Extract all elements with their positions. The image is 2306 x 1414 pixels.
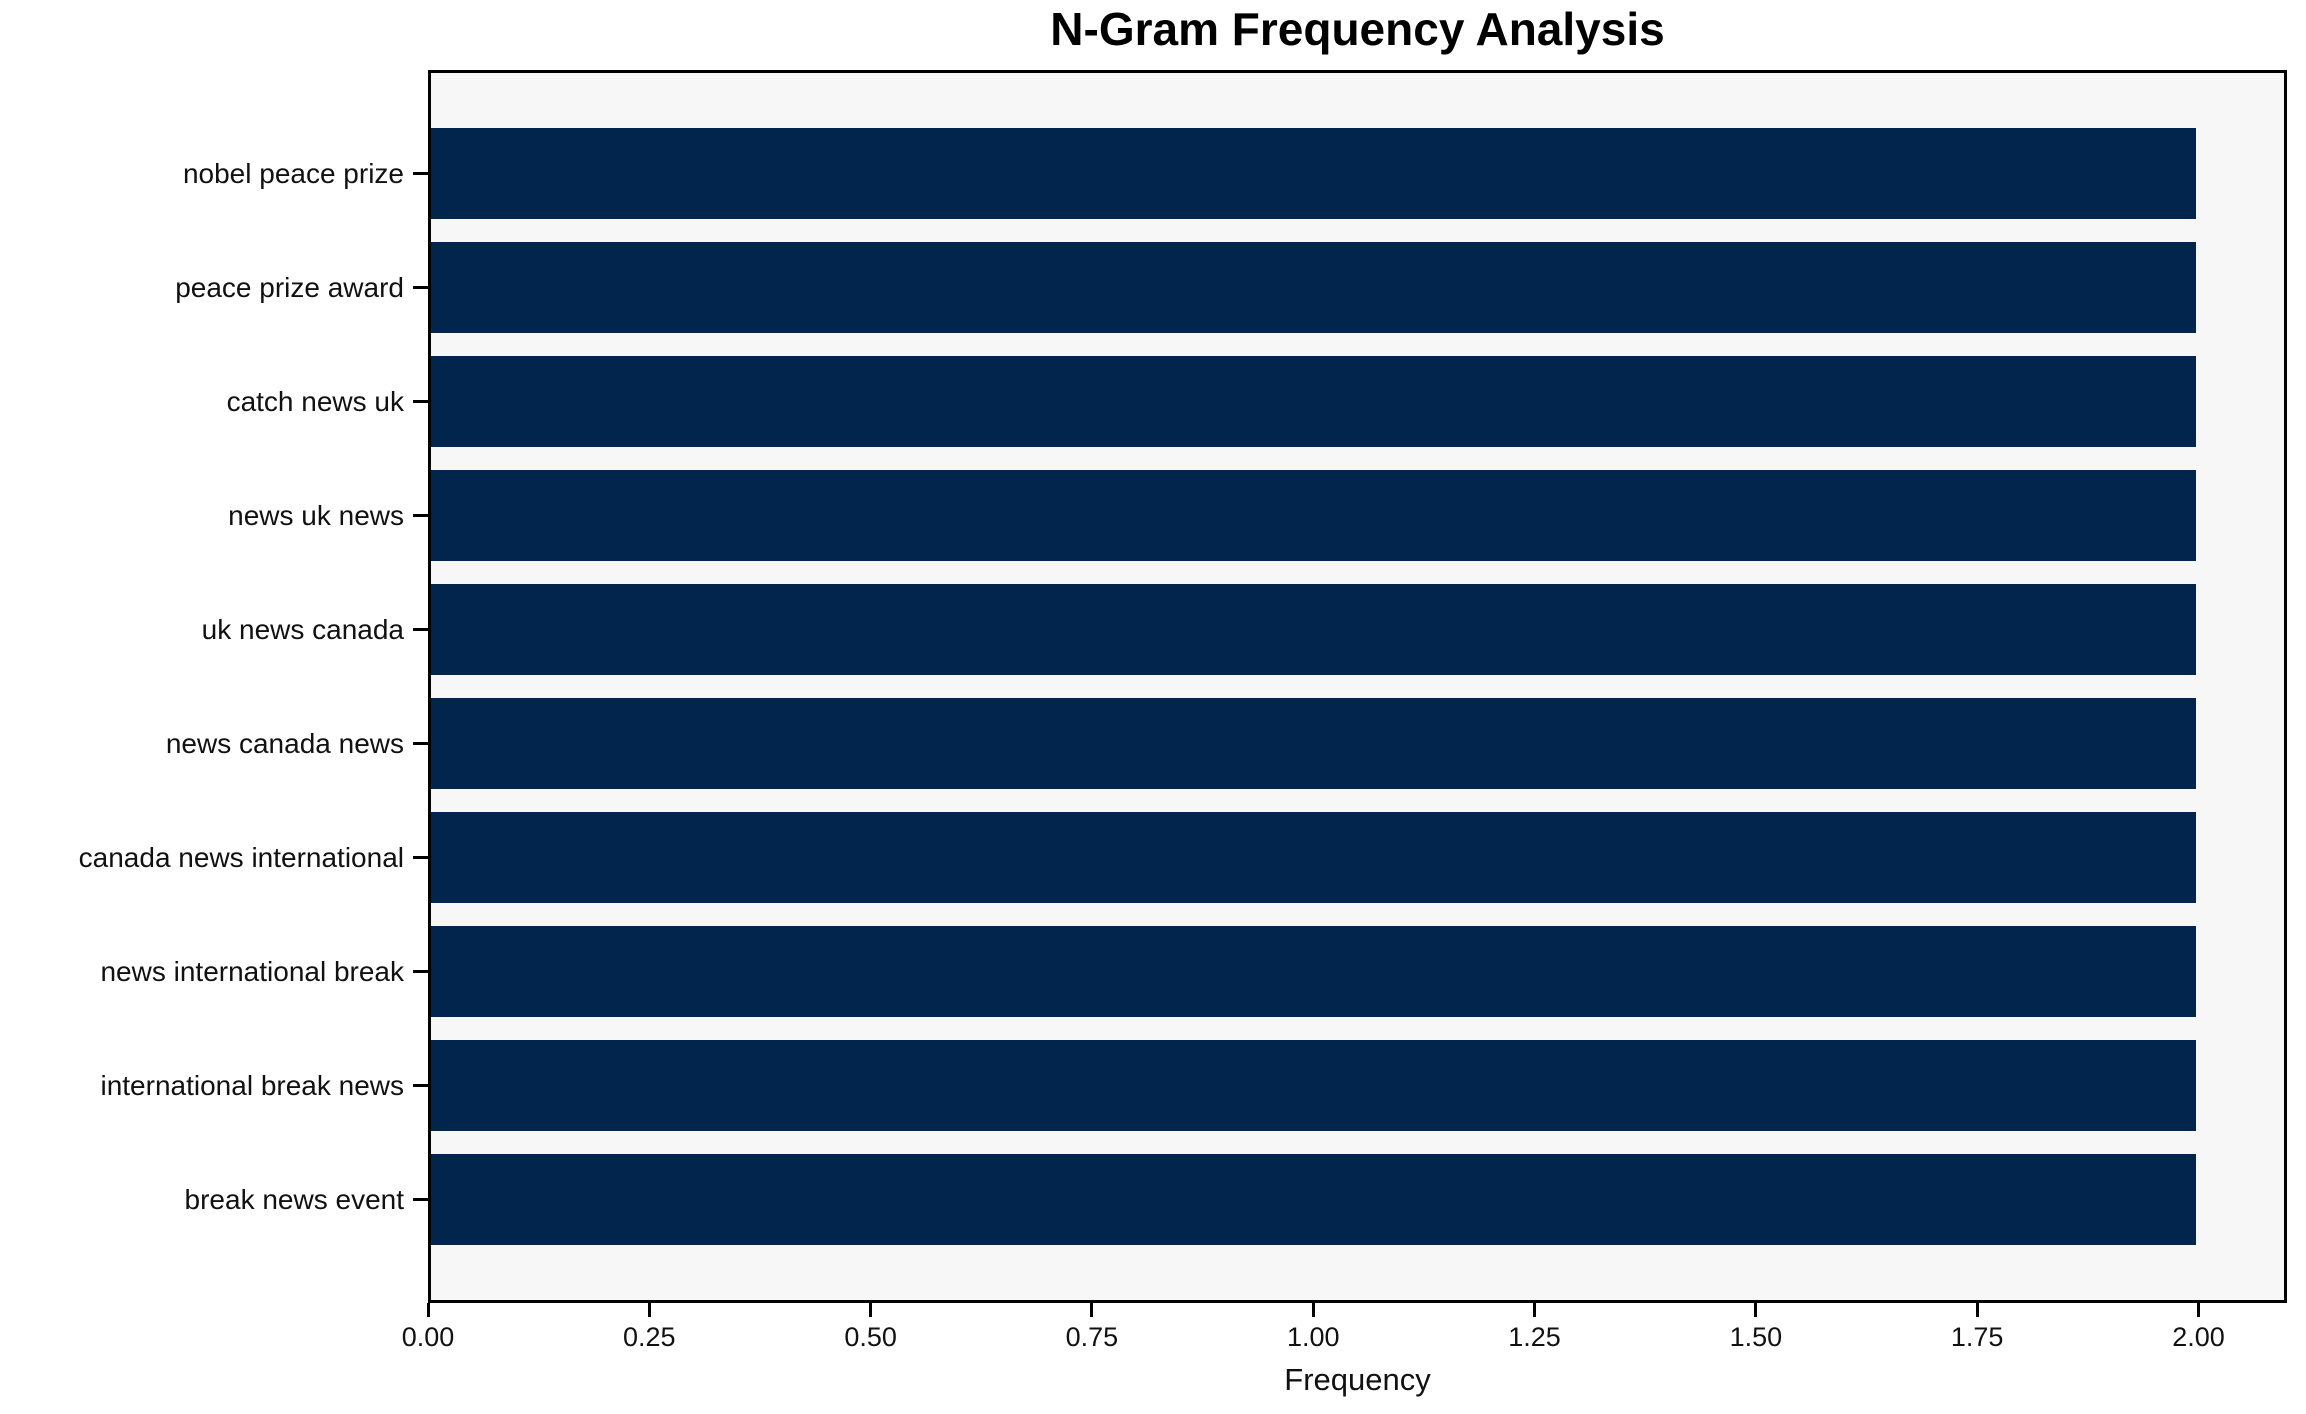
x-tick-mark xyxy=(1311,1303,1315,1317)
x-tick-mark xyxy=(426,1303,430,1317)
x-tick-label: 1.75 xyxy=(1950,1322,2004,1352)
y-tick-mark xyxy=(413,514,428,517)
bar xyxy=(431,1040,2196,1131)
plot-area xyxy=(428,70,2287,1303)
y-tick-label: peace prize award xyxy=(175,271,404,303)
y-tick-label: news canada news xyxy=(165,727,404,759)
x-tick-label: 1.25 xyxy=(1508,1322,1561,1352)
x-axis-label: Frequency xyxy=(1284,1362,1431,1397)
y-tick-mark xyxy=(413,172,428,175)
y-tick-label: nobel peace prize xyxy=(182,157,404,189)
chart-title: N-Gram Frequency Analysis xyxy=(1050,3,1665,55)
bar xyxy=(431,470,2196,561)
x-tick-label: 0.25 xyxy=(623,1322,676,1352)
y-tick-label: canada news international xyxy=(78,841,404,873)
y-tick-label: break news event xyxy=(184,1183,404,1215)
y-tick-mark xyxy=(413,856,428,859)
x-tick-label: 2.00 xyxy=(2172,1322,2225,1352)
x-tick-label: 0.00 xyxy=(401,1322,455,1352)
y-tick-mark xyxy=(413,970,428,973)
x-tick-mark xyxy=(1533,1303,1537,1317)
x-tick-label: 0.75 xyxy=(1065,1322,1119,1352)
x-tick-mark xyxy=(1754,1303,1758,1317)
x-tick-label: 1.00 xyxy=(1286,1322,1340,1352)
bar xyxy=(431,128,2196,219)
x-tick-label: 1.50 xyxy=(1729,1322,1783,1352)
y-tick-label: international break news xyxy=(100,1069,404,1101)
x-tick-mark xyxy=(1090,1303,1094,1317)
x-tick-mark xyxy=(647,1303,651,1317)
bar xyxy=(431,1154,2196,1245)
y-tick-mark xyxy=(413,1084,428,1087)
x-tick-label: 0.50 xyxy=(844,1322,897,1352)
bar xyxy=(431,242,2196,333)
y-tick-label: news uk news xyxy=(228,499,404,531)
x-tick-mark xyxy=(869,1303,873,1317)
y-tick-mark xyxy=(413,742,428,745)
y-tick-label: catch news uk xyxy=(226,385,404,417)
bar xyxy=(431,926,2196,1017)
bar xyxy=(431,356,2196,447)
y-tick-mark xyxy=(413,1198,428,1201)
x-tick-mark xyxy=(2196,1303,2200,1317)
y-tick-mark xyxy=(413,286,428,289)
y-tick-mark xyxy=(413,400,428,403)
bar xyxy=(431,698,2196,789)
bar xyxy=(431,584,2196,675)
x-tick-mark xyxy=(1975,1303,1979,1317)
bar xyxy=(431,812,2196,903)
y-tick-mark xyxy=(413,628,428,631)
y-tick-label: news international break xyxy=(100,955,404,987)
y-tick-label: uk news canada xyxy=(201,613,404,645)
